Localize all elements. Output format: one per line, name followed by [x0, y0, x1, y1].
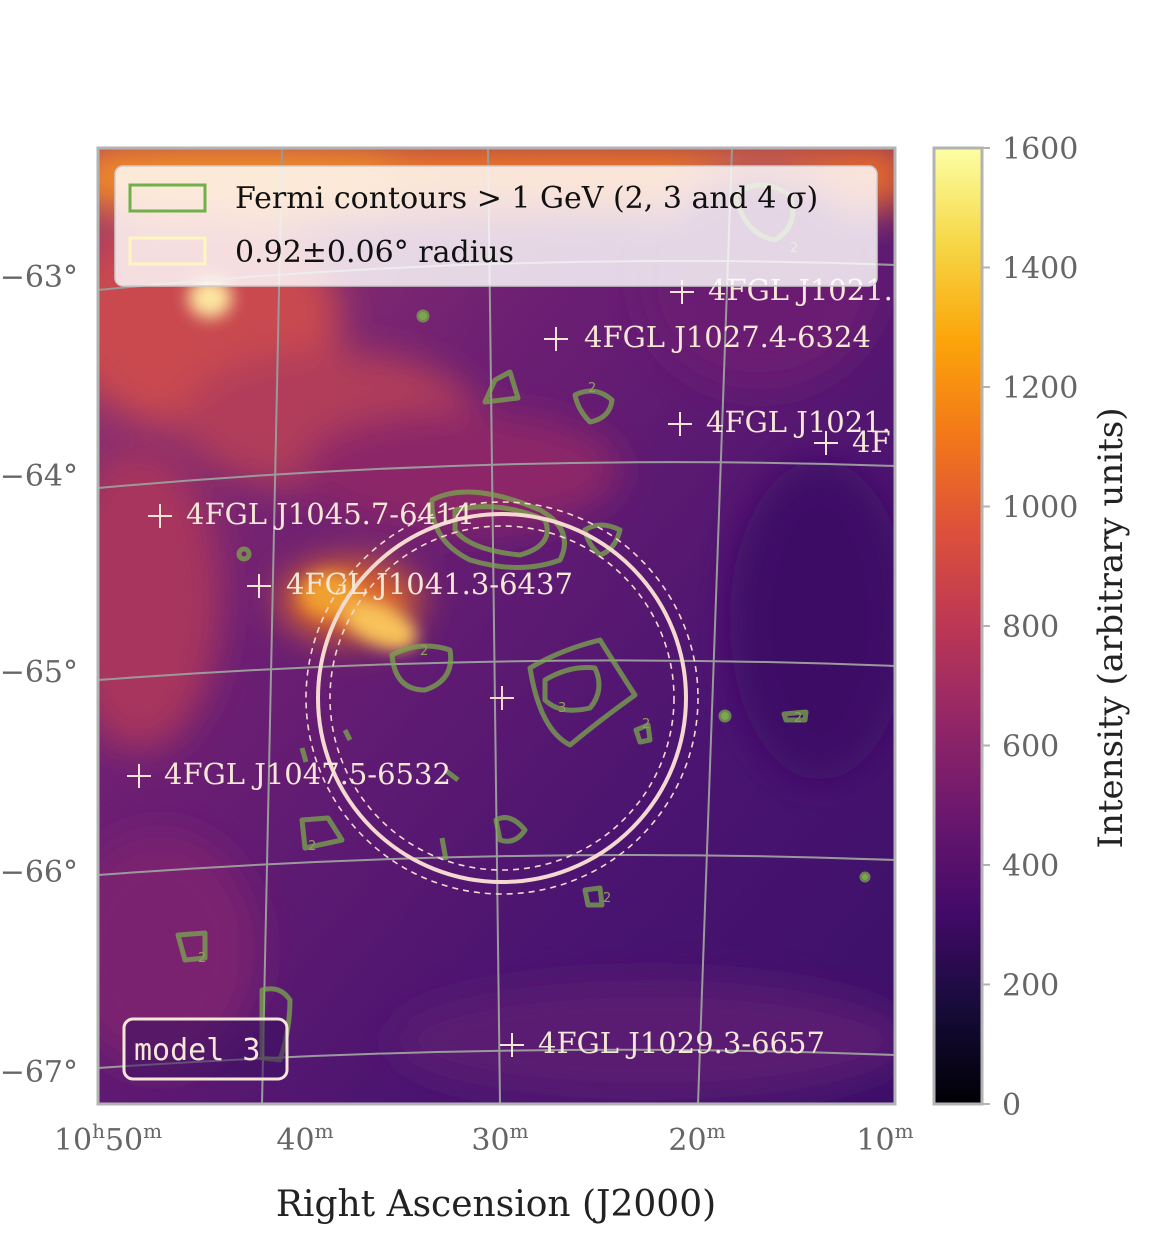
- source-label: 4FGL J1021.: [706, 405, 891, 439]
- intensity-map: [98, 148, 895, 1104]
- source-label: 4FGL J1041.3-6437: [286, 567, 573, 601]
- x-tick-label: 40m: [276, 1119, 333, 1158]
- contour-2sigma: [482, 369, 521, 405]
- radius-circle-inner: [329, 525, 675, 871]
- contour-level-label: 2: [588, 381, 596, 396]
- contour-3sigma: [452, 504, 550, 558]
- contour-2sigma: [781, 709, 809, 723]
- y-tick-label: −66°: [0, 855, 78, 890]
- map-frame: [96, 146, 897, 1106]
- colorbar-tick-label: 1200: [1002, 371, 1078, 406]
- legend-swatch-radius: [128, 236, 207, 266]
- colorbar-tick-label: 1400: [1002, 252, 1078, 287]
- contour-2sigma: [299, 815, 345, 851]
- model-label: model 3: [134, 1033, 260, 1068]
- legend-swatch-contours: [128, 183, 207, 213]
- source-label: 4FGL J1029.3-6657: [538, 1026, 825, 1060]
- fermi-contours: [175, 182, 871, 1063]
- contour-2sigma: [527, 637, 638, 748]
- source-marker: 4FGL J1045.7-6414: [148, 497, 473, 531]
- y-tick-label: −65°: [0, 655, 78, 690]
- source-marker: 4FGL J1029.3-6657: [500, 1026, 825, 1060]
- legend: Fermi contours > 1 GeV (2, 3 and 4 σ) 0.…: [114, 165, 878, 287]
- y-tick-labels: −63° −64° −65° −66° −67°: [0, 260, 78, 1090]
- colorbar-tick-label: 1600: [1002, 132, 1078, 167]
- contour-level-label: 2: [642, 717, 650, 732]
- circle-center-marker: [490, 686, 514, 710]
- fermi-source-labels: 4FGL J1021. 4FGL J1027.4-6324 4FGL J1021…: [127, 273, 893, 1060]
- contour-level-label: 2: [420, 644, 428, 659]
- colorbar-tick-label: 600: [1002, 730, 1059, 765]
- colorbar-tick-label: 400: [1002, 849, 1059, 884]
- source-label: 4F: [852, 425, 891, 459]
- contour-2sigma: [859, 871, 871, 883]
- contour-2sigma: [718, 709, 732, 723]
- source-marker: 4F: [814, 425, 891, 459]
- contour-2sigma: [439, 837, 449, 861]
- contour-2sigma: [633, 722, 653, 745]
- contour-2sigma: [443, 768, 460, 782]
- y-tick-label: −63°: [0, 260, 78, 295]
- x-tick-label: 20m: [668, 1119, 725, 1158]
- contour-2sigma: [299, 747, 309, 763]
- contour-3sigma: [542, 665, 602, 713]
- model-badge: model 3: [122, 1017, 289, 1081]
- source-label: 4FGL J1027.4-6324: [584, 320, 871, 354]
- legend-box: [114, 165, 878, 287]
- colorbar-gradient: [932, 146, 984, 1106]
- source-marker: 4FGL J1047.5-6532: [127, 757, 451, 791]
- contour-level-label: 2: [603, 891, 611, 906]
- contour-2sigma: [582, 522, 623, 558]
- contour-2sigma: [493, 815, 528, 844]
- contour-2sigma: [342, 728, 353, 742]
- contour-2sigma: [175, 930, 208, 963]
- contour-2sigma: [416, 309, 430, 323]
- legend-label-radius: 0.92±0.06° radius: [235, 235, 514, 270]
- contour-2sigma: [572, 388, 615, 425]
- colorbar-tick-label: 1000: [1002, 491, 1078, 526]
- contour-level-label: 2: [308, 839, 316, 854]
- x-tick-label: 30m: [471, 1119, 528, 1158]
- colorbar-tick-label: 800: [1002, 610, 1059, 645]
- contour-2sigma: [582, 885, 605, 908]
- contour-2sigma: [429, 489, 567, 570]
- source-label: 4FGL J1047.5-6532: [164, 757, 451, 791]
- contour-2sigma: [236, 546, 252, 562]
- colorbar-tick-label: 200: [1002, 969, 1059, 1004]
- colorbar-tick-label: 0: [1002, 1088, 1021, 1123]
- x-tick-label: 10h50m: [54, 1119, 162, 1158]
- radius-circle: [305, 501, 699, 895]
- legend-label-contours: Fermi contours > 1 GeV (2, 3 and 4 σ): [235, 181, 818, 216]
- x-axis-title: Right Ascension (J2000): [276, 1184, 716, 1225]
- colorbar-title: Intensity (arbitrary units): [1091, 408, 1131, 849]
- contour-2sigma: [389, 643, 454, 693]
- contour-level-label: 3: [558, 701, 566, 716]
- colorbar-tick-labels: 0 200 400 600 800 1000 1200 1400 1600: [982, 132, 1078, 1123]
- x-tick-labels: 10h50m 40m 30m 20m 10m: [54, 1119, 914, 1158]
- source-marker: 4FGL J1041.3-6437: [247, 567, 573, 601]
- y-tick-label: −67°: [0, 1055, 78, 1090]
- radius-circle-outer: [305, 501, 699, 895]
- radius-circle-main: [316, 512, 688, 884]
- source-label: 4FGL J1045.7-6414: [186, 497, 473, 531]
- colorbar: 0 200 400 600 800 1000 1200 1400 1600 Intensity …: [932, 132, 1131, 1123]
- y-tick-label: −64°: [0, 459, 78, 494]
- source-marker: 4FGL J1021.: [668, 405, 891, 439]
- contour-level-label: 2: [198, 951, 206, 966]
- source-marker: 4FGL J1027.4-6324: [544, 320, 871, 354]
- contour-level-label: 2: [794, 711, 802, 726]
- x-tick-label: 10m: [856, 1119, 913, 1158]
